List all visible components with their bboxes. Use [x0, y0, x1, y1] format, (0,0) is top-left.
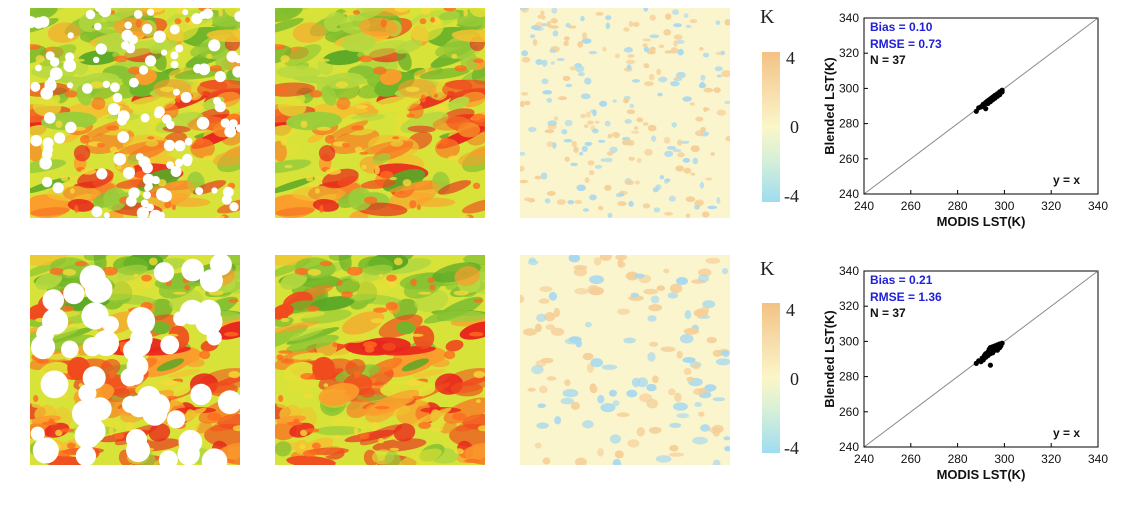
data-point: [983, 354, 989, 360]
x-tick-label: 260: [901, 452, 921, 466]
y-axis-label: Blended LST(K): [822, 57, 837, 155]
y-axis-label: Blended LST(K): [822, 310, 837, 408]
x-tick-label: 340: [1088, 199, 1108, 213]
data-point: [987, 98, 993, 104]
x-tick-label: 320: [1041, 452, 1061, 466]
colorbar-tick-zero: 0: [790, 117, 799, 137]
colorbar-tick-min: -4: [784, 186, 799, 206]
colorbar-unit: K: [760, 6, 775, 28]
scatter-plot-2: 240 260 280 300 320 340 240 260 280 300 320 340 MODI…: [806, 253, 1116, 503]
x-tick-label: 280: [948, 452, 968, 466]
colorbar-tick-max: 4: [786, 300, 795, 320]
n-stat: N = 37: [870, 306, 906, 320]
x-tick-label: 240: [854, 452, 874, 466]
bias-stat: Bias = 0.10: [870, 20, 933, 34]
colorbar: [762, 52, 780, 202]
x-tick-label: 280: [948, 199, 968, 213]
x-tick-label: 240: [854, 199, 874, 213]
map-blended-filled-2: [275, 255, 485, 465]
reference-line-label: y = x: [1053, 426, 1080, 440]
map-blended-with-clouds-2: [30, 255, 240, 465]
map-blended-with-clouds-1: [30, 8, 240, 218]
n-stat: N = 37: [870, 53, 906, 67]
x-axis-label: MODIS LST(K): [937, 467, 1026, 482]
data-point: [997, 342, 1003, 348]
y-tick-label: 320: [839, 46, 859, 60]
map-difference-2: [520, 255, 730, 465]
data-point: [987, 345, 993, 351]
y-tick-label: 340: [839, 264, 859, 278]
y-tick-label: 280: [839, 370, 859, 384]
colorbar-unit: K: [760, 258, 775, 280]
x-tick-label: 260: [901, 199, 921, 213]
y-tick-label: 280: [839, 117, 859, 131]
bias-stat: Bias = 0.21: [870, 273, 933, 287]
y-tick-label: 300: [839, 81, 859, 95]
x-tick-label: 300: [994, 452, 1014, 466]
colorbar-tick-zero: 0: [790, 369, 799, 389]
y-tick-label: 300: [839, 334, 859, 348]
reference-line-label: y = x: [1053, 173, 1080, 187]
y-tick-label: 240: [839, 440, 859, 454]
x-tick-label: 300: [994, 199, 1014, 213]
y-tick-label: 240: [839, 187, 859, 201]
data-point: [994, 347, 1000, 353]
data-point: [997, 90, 1003, 96]
map-blended-filled-1: [275, 8, 485, 218]
colorbar: [762, 303, 780, 453]
data-point: [983, 100, 989, 106]
map-difference-1: [520, 8, 730, 218]
x-tick-label: 320: [1041, 199, 1061, 213]
y-tick-label: 260: [839, 152, 859, 166]
y-tick-label: 320: [839, 299, 859, 313]
y-tick-label: 340: [839, 11, 859, 25]
data-point: [987, 362, 993, 368]
scatter-plot-1: 240 260 280 300 320 340 240 260 280 300 320 340 MODI…: [806, 0, 1116, 250]
rmse-stat: RMSE = 1.36: [870, 290, 942, 304]
colorbar-tick-min: -4: [784, 438, 799, 458]
x-tick-label: 340: [1088, 452, 1108, 466]
colorbar-tick-max: 4: [786, 48, 795, 68]
y-tick-label: 260: [839, 405, 859, 419]
x-axis-label: MODIS LST(K): [937, 214, 1026, 229]
rmse-stat: RMSE = 0.73: [870, 37, 942, 51]
